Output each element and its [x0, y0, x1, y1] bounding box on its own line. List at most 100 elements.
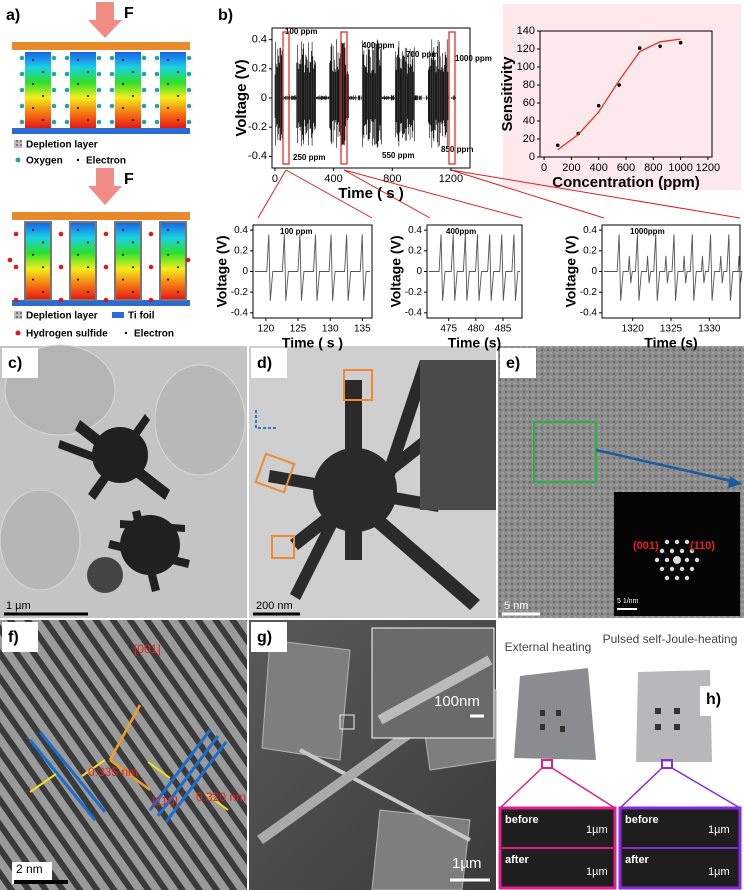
- nanorods: [7, 221, 191, 303]
- panel-label: h): [706, 691, 721, 708]
- spot: [664, 557, 670, 563]
- y-tick-label: 0.4: [234, 225, 248, 236]
- scale-label: 1µm: [708, 866, 730, 878]
- panel-label: a): [6, 7, 20, 24]
- spot: [654, 557, 660, 563]
- oxygen: [109, 87, 115, 93]
- oxygen: [96, 55, 102, 61]
- electron: [42, 71, 44, 73]
- legend-swatch: [14, 140, 22, 148]
- y-tick-label: 40: [523, 115, 535, 127]
- y-tick-label: 0.2: [252, 63, 267, 75]
- legend-swatch: [15, 330, 21, 336]
- x-tick-label: 1000: [668, 162, 692, 174]
- x-tick-label: 1325: [660, 324, 683, 335]
- zoom-window: [448, 31, 456, 165]
- electron: [87, 266, 89, 269]
- h2s: [58, 264, 64, 270]
- spacing-label: 0.335 nm: [88, 765, 138, 779]
- column-title: Pulsed self-Joule-heating: [603, 632, 738, 646]
- spot: [689, 548, 695, 554]
- oxygen: [154, 119, 160, 125]
- y-axis-title: Voltage (V): [233, 59, 250, 136]
- highlight-box: [343, 369, 373, 401]
- h2s: [148, 264, 154, 270]
- x-tick-label: 480: [468, 324, 485, 335]
- y-tick-label: 0: [591, 266, 597, 277]
- oxygen: [64, 103, 70, 109]
- panel-label: e): [506, 355, 520, 372]
- x-tick-label: 600: [617, 162, 635, 174]
- h2s: [148, 297, 154, 303]
- legend-swatch: [14, 311, 22, 319]
- x-tick-label: 1320: [622, 324, 645, 335]
- x-axis-title: Time ( s ): [282, 335, 343, 351]
- spot: [684, 557, 690, 563]
- spot: [659, 548, 665, 554]
- data-point: [555, 143, 560, 148]
- legend-swatch: [112, 312, 124, 318]
- spot: [673, 556, 681, 564]
- top-electrode: [12, 212, 190, 220]
- label-box: [2, 348, 38, 378]
- nanorod: [70, 52, 96, 128]
- spot: [694, 557, 700, 563]
- spacing-label: 0.320 nm: [196, 790, 246, 804]
- hrtem-image: [0, 620, 247, 890]
- legend-text: Ti foil: [128, 311, 155, 322]
- scale-label: 5 1/nm: [617, 598, 639, 605]
- y-tick-label: -0.4: [405, 307, 423, 318]
- x-tick-label: 130: [322, 324, 339, 335]
- electron: [42, 119, 44, 121]
- legend-text: Depletion layer: [26, 140, 98, 151]
- h2s: [103, 297, 109, 303]
- film-hole: [0, 489, 81, 591]
- x-tick-label: 120: [258, 324, 275, 335]
- x-tick-label: 0: [272, 173, 278, 185]
- scale-label: 1µm: [586, 824, 608, 836]
- data-point: [678, 40, 683, 45]
- oxygen: [109, 71, 115, 77]
- x-tick-label: 800: [644, 162, 662, 174]
- nanorod: [114, 221, 142, 301]
- panel-f: [001] [110] 0.335 nm 0.320 nm 2 nm f): [0, 620, 247, 890]
- bottom-electrode: [12, 128, 190, 134]
- electron: [167, 229, 169, 231]
- waveform: [604, 234, 743, 301]
- panel-label: d): [257, 355, 272, 372]
- oxygen: [19, 55, 25, 61]
- x-tick-label: 1200: [439, 173, 463, 185]
- x-tick-label: 400: [324, 173, 342, 185]
- y-tick-label: 0: [242, 266, 248, 277]
- oxygen: [186, 119, 192, 125]
- oxygen: [109, 103, 115, 109]
- oxygen: [154, 55, 160, 61]
- fit-line: [557, 38, 681, 151]
- nanorod: [69, 221, 97, 301]
- y-tick-label: 0.2: [583, 245, 597, 256]
- axis-indicator: [255, 410, 276, 429]
- electron: [122, 278, 124, 281]
- y-tick-label: -0.4: [248, 150, 267, 162]
- electron: [32, 278, 34, 281]
- h2s: [148, 231, 154, 237]
- y-tick-label: 0: [416, 266, 422, 277]
- panel-label: f): [8, 629, 19, 646]
- y-tick-label: 80: [523, 79, 535, 91]
- diffraction-spots: [654, 539, 700, 581]
- y-axis-title: Voltage (V): [214, 235, 230, 307]
- electron: [132, 241, 134, 244]
- electron: [32, 107, 34, 109]
- electron: [77, 253, 79, 256]
- spot: [679, 548, 685, 554]
- scale-label: 100nm: [434, 693, 480, 710]
- annotation: 550 ppm: [382, 151, 414, 160]
- column-title: External heating: [505, 640, 592, 654]
- oxygen: [51, 55, 57, 61]
- scale-label: 1 µm: [6, 600, 31, 612]
- device-pads: [540, 708, 680, 732]
- x-tick-label: 400: [590, 162, 608, 174]
- panel-d: 200 nm d): [249, 346, 496, 618]
- y-tick-label: -0.2: [580, 287, 598, 298]
